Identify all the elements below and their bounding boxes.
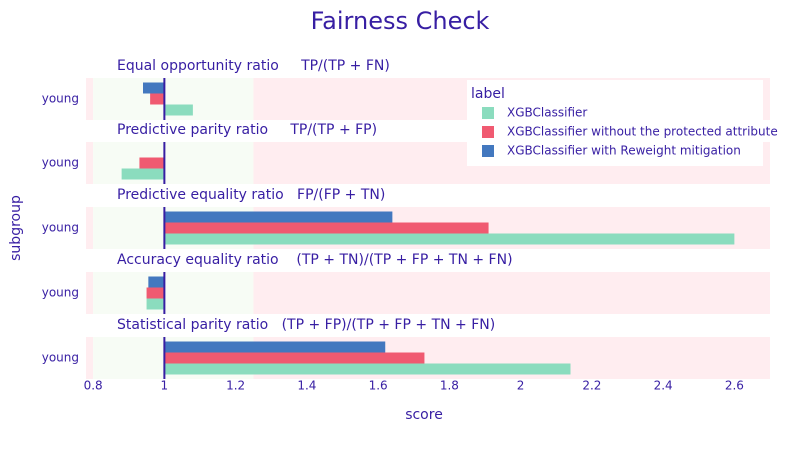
bar: [164, 104, 193, 116]
category-label: young: [42, 351, 79, 365]
legend-title: label: [471, 86, 505, 102]
category-label: young: [42, 221, 79, 235]
category-label: young: [42, 92, 79, 106]
panel: young Predictive equality ratio FP/(FP + …: [42, 187, 770, 249]
x-tick-label: 2: [517, 379, 525, 393]
unacceptable-band-low: [86, 272, 94, 314]
unacceptable-band-low: [86, 207, 94, 249]
bar: [164, 341, 386, 353]
x-tick-label: 2.4: [654, 379, 673, 393]
bar: [164, 211, 393, 223]
bar: [164, 222, 489, 234]
legend-entry: XGBClassifier: [507, 106, 587, 120]
x-tick-label: 1.6: [369, 379, 388, 393]
y-axis-title: subgroup: [8, 195, 24, 261]
bar: [139, 157, 165, 169]
unacceptable-band-low: [86, 142, 94, 184]
panel: young Accuracy equality ratio (TP + TN)/(…: [42, 252, 770, 314]
bar: [150, 93, 165, 105]
legend-entry: XGBClassifier with Reweight mitigation: [507, 144, 741, 158]
unacceptable-band-low: [86, 78, 94, 120]
x-tick-label: 0.8: [84, 379, 103, 393]
panel-title: Predictive parity ratio TP/(TP + FP): [117, 122, 377, 138]
panel-title: Predictive equality ratio FP/(FP + TN): [117, 187, 385, 203]
bar: [146, 298, 165, 310]
chart-title: Fairness Check: [311, 7, 490, 35]
x-tick-label: 1.2: [226, 379, 245, 393]
legend-entry: XGBClassifier without the protected attr…: [507, 125, 778, 139]
panel-title: Equal opportunity ratio TP/(TP + FN): [117, 58, 390, 74]
x-tick-label: 1: [161, 379, 169, 393]
legend-swatch: [482, 126, 494, 138]
bar: [164, 352, 425, 364]
category-label: young: [42, 286, 79, 300]
panel: young Statistical parity ratio (TP + FP)/…: [42, 317, 770, 379]
x-tick-label: 2.6: [725, 379, 744, 393]
bar: [164, 233, 735, 245]
x-tick-label: 2.2: [582, 379, 601, 393]
acceptable-band: [93, 142, 254, 184]
legend-swatch: [482, 145, 494, 157]
acceptable-band: [93, 272, 254, 314]
bar: [148, 276, 165, 288]
category-label: young: [42, 156, 79, 170]
bar: [164, 363, 571, 375]
x-tick-label: 1.4: [297, 379, 316, 393]
unacceptable-band-low: [86, 337, 94, 379]
panel-title: Accuracy equality ratio (TP + TN)/(TP + …: [117, 252, 513, 268]
legend-box: [467, 80, 763, 166]
legend-swatch: [482, 107, 494, 119]
bar: [146, 287, 165, 299]
x-tick-label: 1.8: [440, 379, 459, 393]
panel-title: Statistical parity ratio (TP + FP)/(TP +…: [117, 317, 495, 333]
bar: [121, 168, 165, 180]
x-axis-title: score: [405, 407, 443, 423]
x-axis: 0.8 1 1.2 1.4 1.6 1.8 2 2.2 2.4 2.6: [84, 379, 744, 393]
unacceptable-band-high: [253, 272, 770, 314]
bar: [143, 82, 165, 94]
